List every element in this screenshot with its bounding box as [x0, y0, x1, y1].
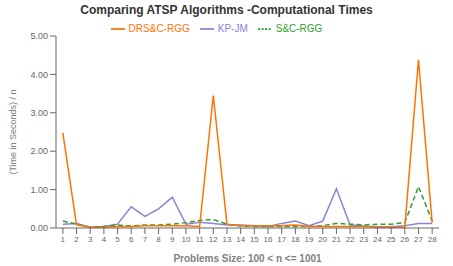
svg-text:5.00: 5.00 — [30, 31, 48, 41]
svg-text:2.00: 2.00 — [30, 146, 48, 156]
html-text:S&C-RGG: S&C-RGG — [275, 22, 323, 34]
svg-text:10: 10 — [181, 235, 190, 244]
svg-text:8: 8 — [156, 235, 161, 244]
svg-text:3: 3 — [88, 235, 93, 244]
svg-text:3.00: 3.00 — [30, 108, 48, 118]
svg-text:14: 14 — [236, 235, 245, 244]
svg-text:13: 13 — [223, 235, 232, 244]
svg-text:17: 17 — [277, 235, 286, 244]
svg-text:24: 24 — [373, 235, 382, 244]
svg-text:4.00: 4.00 — [30, 70, 48, 80]
svg-text:18: 18 — [291, 235, 300, 244]
html-text:KP-JM: KP-JM — [217, 22, 248, 34]
svg-text:15: 15 — [250, 235, 259, 244]
svg-text:9: 9 — [170, 235, 175, 244]
svg-text:23: 23 — [359, 235, 368, 244]
svg-text:2: 2 — [74, 235, 79, 244]
html-text:DRS&C-RGG: DRS&C-RGG — [128, 22, 190, 34]
svg-text:25: 25 — [387, 235, 396, 244]
svg-text:19: 19 — [305, 235, 314, 244]
svg-text:1: 1 — [61, 235, 66, 244]
svg-text:16: 16 — [264, 235, 273, 244]
html-text:Comparing ATSP Algorithms -Com: Comparing ATSP Algorithms -Computational… — [80, 3, 373, 17]
svg-text:1.00: 1.00 — [30, 185, 48, 195]
svg-text:0.00: 0.00 — [30, 223, 48, 233]
svg-text:26: 26 — [400, 235, 409, 244]
svg-text:(Time in Seconds) / n: (Time in Seconds) / n — [8, 89, 18, 174]
svg-text:11: 11 — [195, 235, 204, 244]
svg-text:6: 6 — [129, 235, 134, 244]
svg-text:28: 28 — [428, 235, 437, 244]
svg-text:21: 21 — [332, 235, 341, 244]
svg-text:5: 5 — [115, 235, 120, 244]
svg-text:7: 7 — [143, 235, 148, 244]
svg-text:27: 27 — [414, 235, 423, 244]
svg-text:22: 22 — [346, 235, 355, 244]
svg-text:Problems Size: 100 < n <= 1001: Problems Size: 100 < n <= 1001 — [173, 253, 322, 264]
svg-text:4: 4 — [102, 235, 107, 244]
svg-text:12: 12 — [209, 235, 218, 244]
svg-text:20: 20 — [318, 235, 327, 244]
